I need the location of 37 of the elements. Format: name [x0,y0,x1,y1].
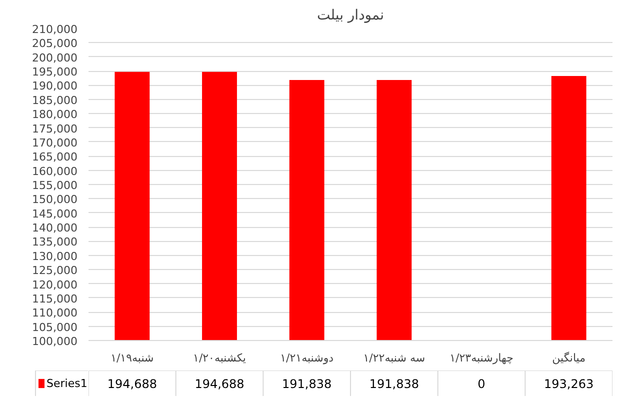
y-tick-label: 130,000 [32,250,78,263]
y-tick-label: 120,000 [32,278,78,292]
y-tick-label: 125,000 [32,264,78,278]
y-tick-label: 175,000 [32,122,78,136]
y-tick-label: 210,000 [32,23,78,36]
x-tick-label: میانگین [552,352,586,364]
y-tick-label: 110,000 [32,306,78,320]
y-tick-label: 185,000 [32,94,78,107]
y-tick-label: 140,000 [32,222,78,235]
data-label: 194,688 [194,377,244,391]
y-tick-label: 200,000 [32,51,78,64]
data-label: 191,838 [369,377,419,391]
y-tick-label: 170,000 [32,136,78,150]
chart-title: نمودار بیلت [316,8,384,24]
data-label: 194,688 [107,377,157,391]
y-tick-label: 105,000 [32,320,78,334]
y-tick-label: 100,000 [32,335,78,348]
y-tick-label: 145,000 [32,207,78,220]
y-tick-label: 165,000 [32,150,78,164]
x-tick-label: چهارشنبه۱/۲۳ [450,352,514,364]
x-tick-label: دوشنبه۱/۲۱ [280,352,334,364]
y-tick-label: 150,000 [32,193,78,206]
data-label: 193,263 [544,377,594,391]
legend-label: Series1 [46,377,88,390]
y-tick-label: 155,000 [32,179,78,192]
y-tick-label: 180,000 [32,108,78,122]
x-tick-label: یکشنبه۱/۲۰ [193,352,246,364]
y-tick-label: 160,000 [32,164,78,178]
y-tick-label: 195,000 [32,66,78,79]
x-tick-label: سه شنبه۱/۲۲ [363,352,426,364]
x-tick-label: شنبه۱/۱۹ [110,352,154,364]
text: 0 [478,377,486,391]
y-tick-label: 190,000 [32,80,78,93]
y-tick-label: 205,000 [32,37,78,50]
y-tick-label: 115,000 [32,292,78,306]
y-tick-label: 135,000 [32,236,78,249]
data-label: 191,838 [282,377,332,391]
